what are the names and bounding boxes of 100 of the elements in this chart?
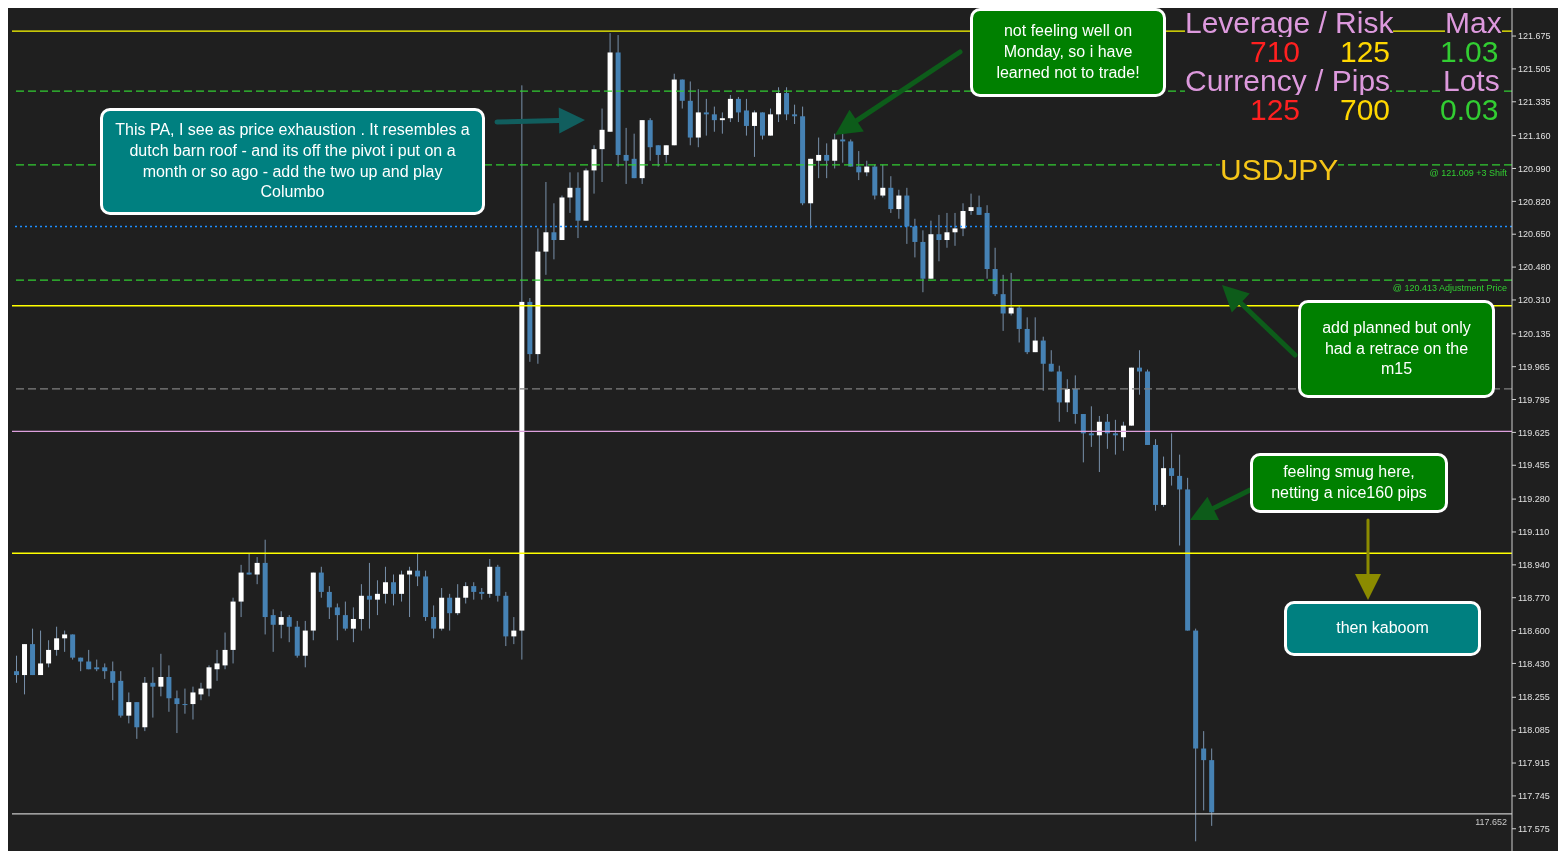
- y-tick-label: 118.770: [1518, 592, 1550, 603]
- annotation: Currency / Pips: [1185, 64, 1391, 97]
- candlestick: [759, 111, 765, 140]
- y-tick-label: 119.625: [1518, 427, 1550, 438]
- candlestick: [816, 137, 822, 179]
- candlestick: [968, 193, 974, 216]
- candlestick: [391, 574, 397, 606]
- y-tick-label: 119.280: [1518, 494, 1550, 505]
- candlestick: [551, 202, 557, 260]
- annotation: Leverage / Risk: [1185, 7, 1394, 39]
- ref-line-label: @ 120.413 Adjustment Price: [1392, 283, 1507, 294]
- candlestick: [896, 189, 902, 220]
- candlestick: [326, 585, 332, 620]
- y-tick-label: 117.575: [1518, 823, 1550, 834]
- callout-box: This PA, I see as price exhaustion . It resembles a dutch barn roof - and its off the pivot i put on a month or so ago - add the two up and play Columbo: [100, 108, 485, 215]
- candlestick: [174, 690, 180, 734]
- candlestick: [567, 171, 573, 214]
- candlestick: [735, 96, 741, 123]
- candlestick: [832, 133, 838, 169]
- candlestick: [976, 195, 982, 216]
- candlestick: [952, 212, 958, 247]
- candlestick: [599, 108, 605, 183]
- y-tick-label: 119.110: [1518, 527, 1550, 538]
- candlestick: [54, 626, 60, 657]
- candlestick: [358, 583, 364, 632]
- y-tick-label: 118.600: [1518, 625, 1550, 636]
- candlestick: [1088, 405, 1094, 448]
- candlestick: [407, 566, 413, 618]
- y-tick-label: 121.675: [1518, 31, 1551, 42]
- y-tick-label: 118.255: [1518, 692, 1550, 703]
- y-tick-label: 121.335: [1518, 96, 1551, 107]
- candlestick: [1024, 316, 1030, 355]
- candlestick: [768, 108, 774, 137]
- candlestick: [350, 606, 356, 643]
- callout-box: add planned but only had a retrace on the m15: [1298, 300, 1495, 398]
- candlestick: [792, 104, 798, 125]
- candlestick: [14, 655, 19, 684]
- candlestick: [382, 566, 388, 605]
- callout-box: not feeling well on Monday, so i have learned not to trade!: [970, 8, 1166, 97]
- candlestick: [944, 212, 950, 249]
- candlestick: [631, 133, 637, 179]
- candlestick: [776, 86, 782, 123]
- candlestick: [431, 604, 437, 639]
- candlestick: [784, 86, 790, 121]
- candlestick: [1000, 274, 1006, 332]
- y-tick-label: 117.915: [1518, 758, 1550, 769]
- candlestick: [751, 109, 757, 158]
- candlestick: [1080, 413, 1086, 463]
- candlestick: [824, 142, 830, 179]
- candlestick: [158, 653, 164, 697]
- candlestick: [318, 566, 324, 599]
- candlestick: [399, 570, 405, 603]
- candlestick: [62, 630, 68, 653]
- callout-box: feeling smug here, netting a nice160 pips: [1250, 453, 1448, 513]
- candlestick: [110, 661, 116, 701]
- y-tick-label: 120.820: [1518, 196, 1551, 207]
- annotation: Max: [1445, 7, 1502, 39]
- candlestick: [46, 639, 52, 668]
- y-tick-label: 118.430: [1518, 658, 1550, 669]
- annotation: 1.03: [1440, 35, 1499, 68]
- y-tick-label: 120.650: [1518, 229, 1551, 240]
- ref-line-label: @ 121.009 +3 Shift: [1429, 168, 1508, 179]
- y-tick-label: 119.455: [1518, 460, 1550, 471]
- candlestick: [1040, 336, 1046, 392]
- y-tick-label: 120.135: [1518, 328, 1551, 339]
- annotation: Lots: [1443, 64, 1500, 97]
- candlestick: [1064, 378, 1070, 413]
- candlestick: [374, 579, 380, 616]
- y-tick-label: 117.745: [1518, 791, 1550, 802]
- annotation: 125: [1340, 35, 1391, 68]
- candlestick: [166, 664, 172, 713]
- candlestick: [222, 632, 228, 670]
- candlestick: [591, 144, 597, 195]
- callout-box: then kaboom: [1284, 601, 1481, 656]
- ref-line-label: 117.652: [1475, 817, 1507, 828]
- y-tick-label: 120.310: [1518, 295, 1551, 306]
- candlestick: [1169, 432, 1175, 487]
- y-tick-label: 118.940: [1518, 560, 1550, 571]
- candlestick: [1112, 419, 1118, 456]
- candlestick: [455, 583, 461, 616]
- y-tick-label: 119.965: [1518, 361, 1550, 372]
- y-tick-label: 121.505: [1518, 64, 1551, 75]
- candlestick: [463, 581, 469, 605]
- candlestick: [880, 164, 886, 198]
- candlestick: [888, 175, 894, 214]
- candlestick: [727, 94, 733, 123]
- candlestick: [334, 603, 340, 641]
- candlestick: [270, 608, 276, 653]
- y-tick-label: 118.085: [1518, 725, 1550, 736]
- candlestick: [246, 552, 252, 576]
- candlestick: [214, 649, 220, 682]
- candlestick: [912, 218, 918, 258]
- candlestick: [150, 666, 156, 719]
- candlestick: [38, 630, 44, 676]
- candlestick: [840, 133, 846, 164]
- candlestick: [342, 601, 348, 632]
- y-tick-label: 121.160: [1518, 130, 1551, 141]
- candlestick: [543, 181, 549, 276]
- annotation: 0.03: [1440, 93, 1499, 126]
- candlestick: [960, 202, 966, 237]
